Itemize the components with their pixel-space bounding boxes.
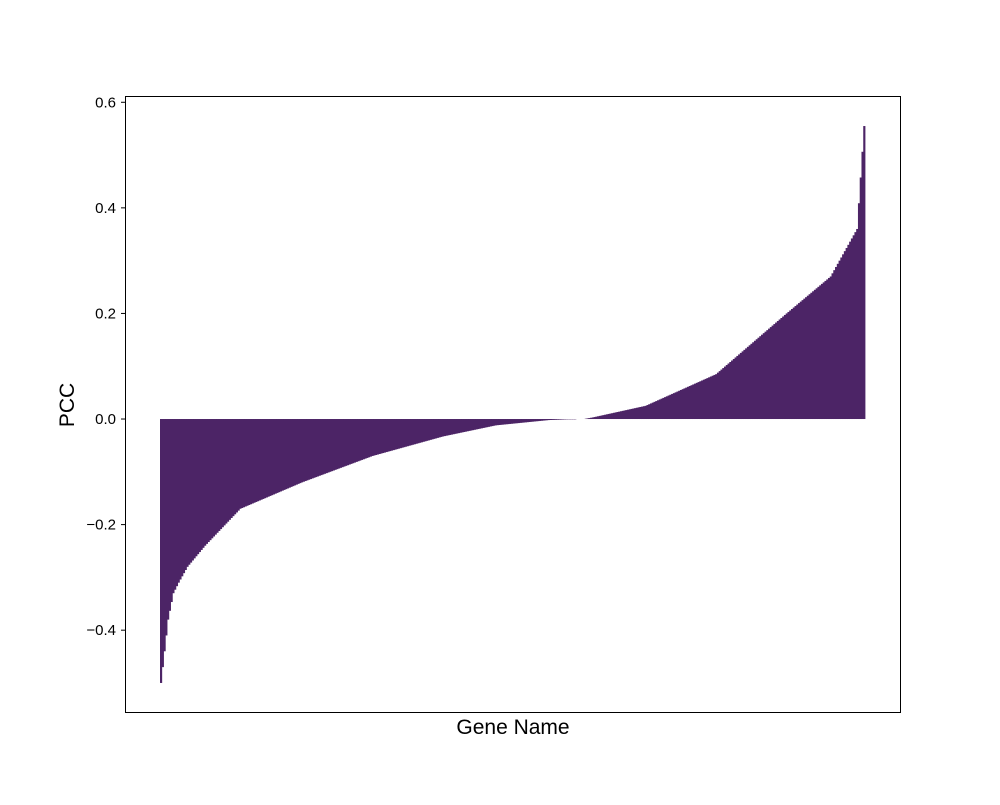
y-axis-label: PCC <box>56 383 79 427</box>
x-axis-label: Gene Name <box>456 716 569 739</box>
y-tick-label: −0.4 <box>86 622 116 639</box>
y-axis: 0.6 0.4 0.2 0.0 −0.2 −0.4 <box>86 94 126 639</box>
y-tick-label: 0.2 <box>95 305 116 322</box>
y-tick-label: 0.0 <box>95 411 116 428</box>
bars <box>160 126 865 683</box>
y-tick-label: −0.2 <box>86 517 116 534</box>
y-tick-label: 0.4 <box>95 200 116 217</box>
bar <box>863 126 865 419</box>
y-tick-label: 0.6 <box>95 94 116 111</box>
